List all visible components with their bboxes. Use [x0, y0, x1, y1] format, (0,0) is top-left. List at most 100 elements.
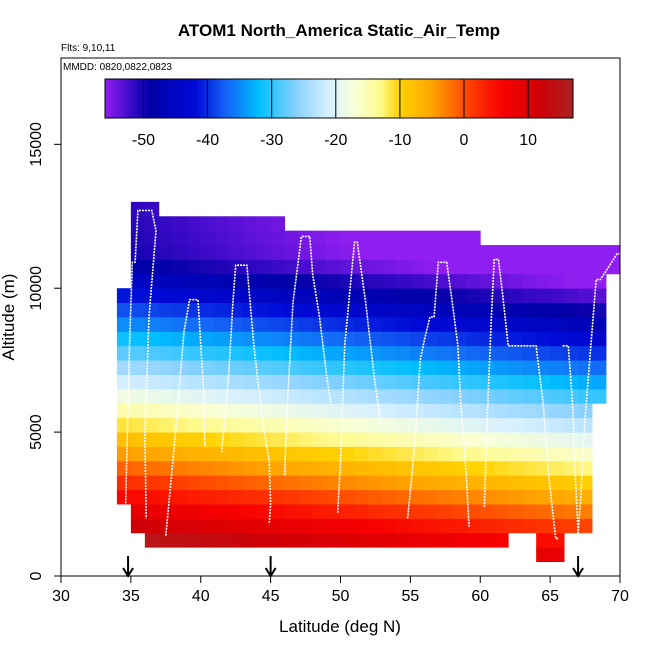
flight-profile — [562, 252, 620, 534]
heatmap-cell — [172, 403, 188, 419]
colorbar-ticks: -50 -40 -30 -20 -10 0 10 — [132, 79, 537, 149]
x-tick-label: 65 — [541, 588, 559, 605]
heatmap-cell — [466, 245, 481, 260]
heatmap-cell — [396, 245, 411, 260]
heatmap-cell — [452, 230, 467, 246]
heatmap-cell — [494, 432, 509, 447]
heatmap-cell — [186, 317, 202, 332]
heatmap-cell — [382, 317, 397, 332]
colorbar-segment — [137, 79, 141, 118]
heatmap-cell — [396, 288, 411, 304]
chart-title: ATOM1 North_America Static_Air_Temp — [178, 21, 500, 40]
heatmap-cell — [368, 489, 383, 505]
heatmap-cell — [368, 504, 383, 519]
colorbar-segment — [396, 79, 401, 118]
heatmap-cell — [536, 331, 551, 347]
heatmap-cell — [256, 460, 272, 476]
heatmap-cell — [382, 403, 397, 419]
heatmap-cell — [270, 532, 286, 548]
heatmap-cell — [396, 417, 411, 433]
heatmap-cell — [494, 403, 509, 419]
heatmap-cell — [508, 273, 523, 289]
heatmap-cell — [606, 245, 621, 260]
heatmap-cell — [410, 317, 425, 332]
heatmap-cell — [256, 532, 272, 548]
colorbar-segment — [438, 79, 442, 118]
x-tick-label: 50 — [332, 588, 350, 605]
heatmap-cell — [256, 345, 272, 361]
heatmap-cell — [480, 317, 495, 332]
heatmap-cell — [396, 489, 411, 505]
heatmap-cell — [368, 475, 383, 491]
heatmap-cell — [130, 345, 146, 361]
heatmap-cell — [522, 360, 537, 375]
heatmap-cell — [578, 273, 593, 289]
heatmap-cell — [480, 475, 495, 491]
heatmap-cell — [144, 460, 160, 476]
heatmap-cell — [438, 417, 453, 433]
heatmap-cell — [200, 317, 216, 332]
colorbar-segment — [380, 79, 385, 118]
heatmap-cell — [480, 360, 495, 375]
heatmap-cell — [452, 518, 467, 534]
colorbar-segment — [310, 79, 314, 118]
colorbar-segment — [111, 79, 116, 118]
heatmap-cell — [130, 518, 146, 534]
heatmap-cell — [368, 259, 383, 275]
heatmap-cell — [438, 446, 453, 462]
heatmap-cell — [424, 504, 439, 519]
heatmap-cell — [382, 460, 397, 476]
heatmap-cell — [592, 388, 607, 404]
heatmap-cell — [312, 302, 327, 318]
heatmap-cell — [550, 489, 565, 505]
heatmap-cell — [592, 360, 607, 375]
heatmap-cell — [200, 403, 216, 419]
heatmap-cell — [564, 288, 579, 304]
heatmap-cell — [438, 374, 453, 390]
heatmap-cell — [242, 475, 258, 491]
heatmap-cell — [396, 403, 411, 419]
heatmap-cell — [158, 446, 174, 462]
heatmap-cell — [424, 417, 439, 433]
colorbar-segment — [316, 79, 321, 118]
heatmap-cell — [494, 302, 509, 318]
heatmap-cell — [508, 403, 523, 419]
heatmap-cell — [186, 273, 202, 289]
heatmap-cell — [508, 288, 523, 304]
heatmap-cell — [494, 518, 509, 534]
heatmap-cell — [270, 288, 286, 304]
heatmap-cell — [144, 317, 160, 332]
heatmap-cell — [144, 302, 160, 318]
heatmap-cell — [158, 230, 174, 246]
colorbar-segment — [207, 79, 212, 118]
heatmap-cell — [536, 475, 551, 491]
heatmap-cell — [578, 388, 593, 404]
x-axis: 30 35 40 45 50 55 60 65 70 — [52, 576, 629, 605]
heatmap-cell — [466, 259, 481, 275]
colorbar — [104, 78, 574, 119]
heatmap-cell — [438, 489, 453, 505]
heatmap-cell — [242, 331, 258, 347]
heatmap-cell — [578, 331, 593, 347]
heatmap-cell — [298, 460, 313, 476]
heatmap-cell — [564, 360, 579, 375]
heatmap-cell — [116, 475, 132, 491]
heatmap-cell — [522, 259, 537, 275]
colorbar-segment — [403, 79, 407, 118]
colorbar-segment — [355, 79, 359, 118]
heatmap-cell — [130, 388, 146, 404]
colorbar-segment — [339, 79, 343, 118]
heatmap-cell — [256, 374, 272, 390]
heatmap-cell — [242, 317, 258, 332]
heatmap-cell — [424, 360, 439, 375]
heatmap-cell — [130, 273, 146, 289]
heatmap-cell — [158, 403, 174, 419]
heatmap-cell — [200, 216, 216, 232]
heatmap-cell — [452, 417, 467, 433]
heatmap-cell — [466, 345, 481, 361]
heatmap-cell — [410, 331, 425, 347]
heatmap-cell — [452, 489, 467, 505]
heatmap-cell — [480, 245, 495, 260]
heatmap-cell — [326, 417, 341, 433]
heatmap-cell — [228, 345, 244, 361]
